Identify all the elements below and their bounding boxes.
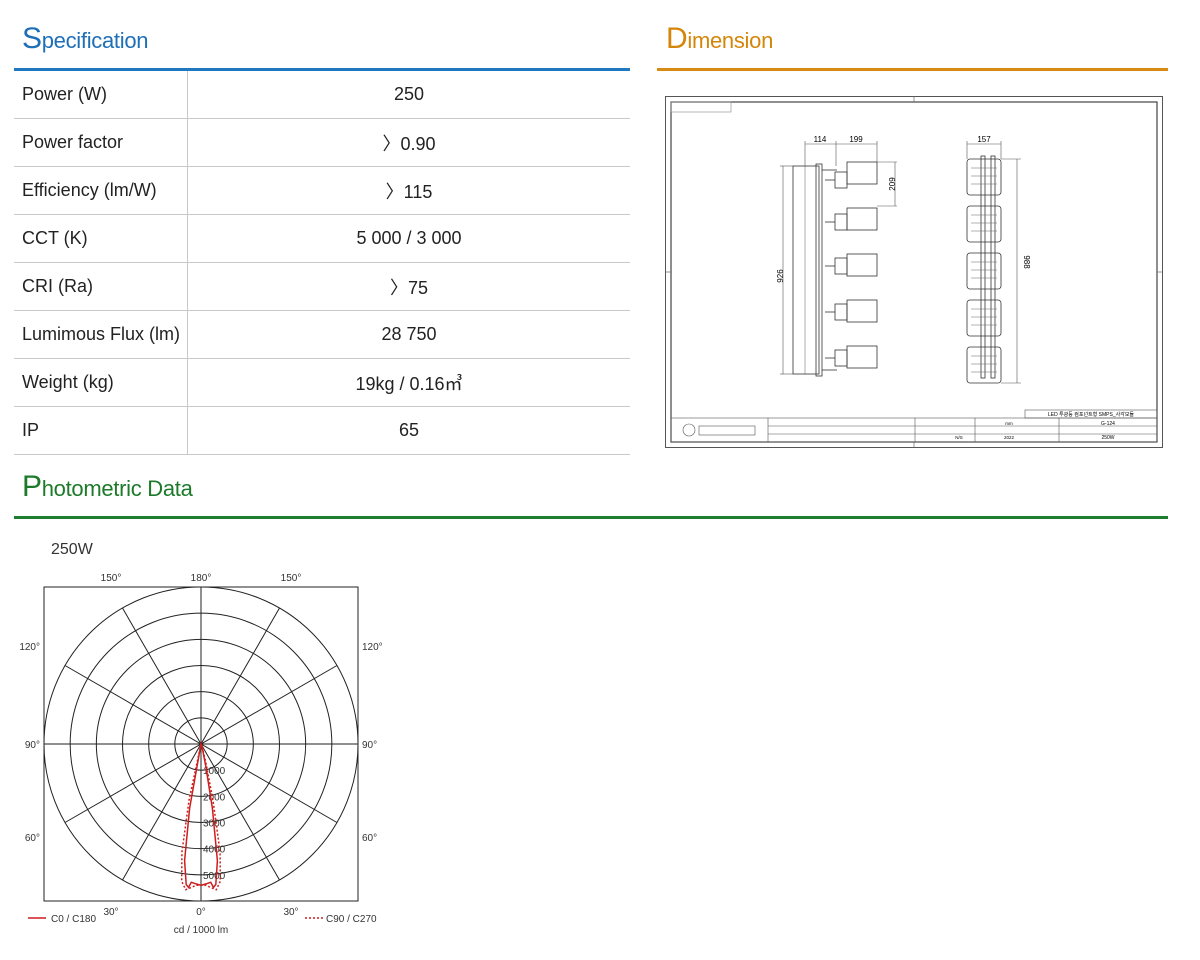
spec-label: CCT (K): [14, 214, 188, 263]
spec-label: Efficiency (lm/W): [14, 166, 188, 215]
spec-label: CRI (Ra): [14, 262, 188, 311]
spec-value: 250: [187, 71, 630, 119]
spec-value: 65: [187, 406, 630, 455]
spec-value: 〉0.90: [187, 118, 630, 167]
dimension-title: Dimension: [666, 22, 774, 55]
dim-199: 199: [849, 135, 863, 144]
legend-label: C90 / C270: [326, 914, 377, 925]
radial-tick-label: 2000: [203, 792, 226, 803]
spec-label: Lumimous Flux (lm): [14, 310, 188, 359]
spec-label: Power (W): [14, 71, 188, 119]
angle-label: 180°: [191, 573, 212, 584]
series-curve: [180, 741, 222, 891]
radial-tick-label: 5000: [203, 871, 226, 882]
spec-value: 19kg / 0.16㎥: [187, 358, 630, 407]
dim-988: 988: [1022, 255, 1031, 269]
spec-value: 5 000 / 3 000: [187, 214, 630, 263]
spec-label: Weight (kg): [14, 358, 188, 407]
photometric-chart: 250W 150° 180° 150° 120° 120° 90° 90° 60° 60° 30° 0…: [0, 530, 420, 950]
spec-value: 〉115: [187, 166, 630, 215]
angle-label: 60°: [362, 833, 377, 844]
year-text: 2022: [1004, 435, 1015, 440]
table-row: IP 65: [14, 406, 630, 455]
table-row: CRI (Ra) 〉75: [14, 262, 630, 311]
dimension-drawing: 114 199 209 157 926 988 LED 투광등 컴포넌트형 SM…: [665, 96, 1163, 448]
table-row: CCT (K) 5 000 / 3 000: [14, 214, 630, 263]
title-block: [670, 409, 1158, 443]
angle-label: 90°: [362, 740, 377, 751]
specification-rule: [14, 68, 630, 71]
polar-chart-svg: 250W 150° 180° 150° 120° 120° 90° 90° 60° 60° 30° 0…: [19, 541, 383, 936]
side-view: [792, 161, 878, 377]
radial-tick-label: 4000: [203, 845, 226, 856]
angle-label: 90°: [25, 740, 40, 751]
angle-label: 30°: [103, 907, 118, 918]
model-code: G-124: [1101, 421, 1115, 427]
dim-209: 209: [888, 177, 897, 191]
product-name: LED 투광등 컴포넌트형 SMPS_사각모듈: [1048, 411, 1134, 418]
spec-label: IP: [14, 406, 188, 455]
dimension-rule: [657, 68, 1168, 71]
angle-label: 150°: [101, 573, 122, 584]
table-row: Power factor 〉0.90: [14, 118, 630, 167]
front-view: [966, 155, 1002, 384]
specification-table: Power (W) 250 Power factor 〉0.90 Efficienc…: [14, 71, 630, 455]
angle-label: 120°: [19, 642, 40, 653]
angle-label: 120°: [362, 642, 383, 653]
model-power: 250W: [1101, 435, 1114, 441]
series-curve: [183, 741, 219, 889]
radial-tick-label: 1000: [203, 766, 226, 777]
angle-label: 30°: [283, 907, 298, 918]
dim-114: 114: [814, 135, 827, 144]
dim-926: 926: [776, 269, 785, 283]
angle-label: 150°: [281, 573, 302, 584]
unit-text: mm: [1005, 421, 1013, 426]
photometric-rule: [14, 516, 1168, 519]
table-row: Power (W) 250: [14, 71, 630, 119]
spec-value: 28 750: [187, 310, 630, 359]
legend-label: C0 / C180: [51, 914, 96, 925]
scale-text: N/S: [955, 435, 963, 440]
dim-157: 157: [977, 135, 991, 144]
table-row: Weight (kg) 19kg / 0.16㎥: [14, 358, 630, 407]
table-row: Lumimous Flux (lm) 28 750: [14, 310, 630, 359]
angle-label: 0°: [196, 907, 206, 918]
chart-title: 250W: [51, 541, 94, 558]
specification-title: Specification: [22, 22, 149, 55]
photometric-title: Photometric Data: [22, 470, 193, 503]
unit-label: cd / 1000 lm: [174, 925, 228, 936]
table-row: Efficiency (lm/W) 〉115: [14, 166, 630, 215]
spec-value: 〉75: [187, 262, 630, 311]
angle-label: 60°: [25, 833, 40, 844]
spec-label: Power factor: [14, 118, 188, 167]
